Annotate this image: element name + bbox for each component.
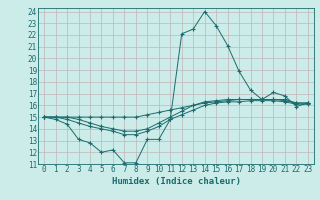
- X-axis label: Humidex (Indice chaleur): Humidex (Indice chaleur): [111, 177, 241, 186]
